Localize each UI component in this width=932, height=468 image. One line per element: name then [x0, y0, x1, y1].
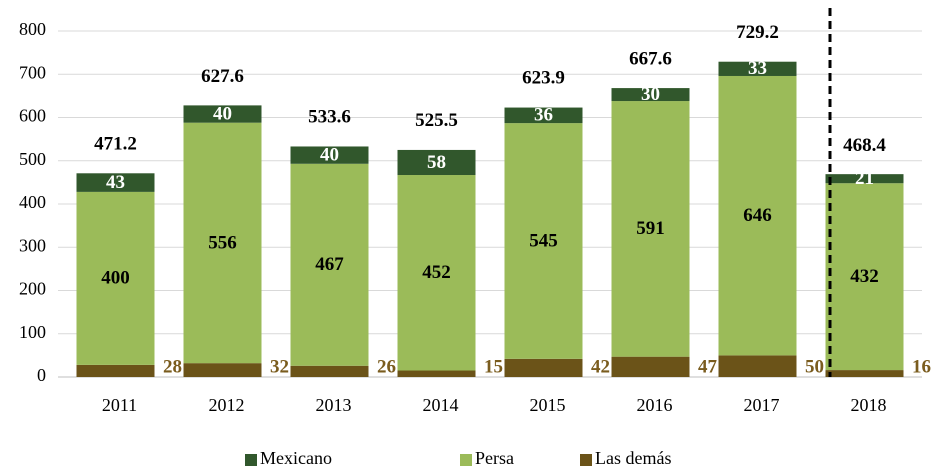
data-label: 26	[377, 356, 396, 377]
x-tick-label: 2013	[316, 395, 352, 415]
total-label: 667.6	[629, 49, 672, 70]
y-tick-label: 300	[19, 235, 46, 255]
x-tick-label: 2014	[423, 395, 459, 415]
x-tick-label: 2012	[209, 395, 245, 415]
data-label: 50	[805, 356, 824, 377]
data-label: 545	[529, 230, 558, 251]
bar-segment	[504, 107, 583, 124]
bar-segment	[611, 101, 690, 357]
x-tick-label: 2011	[102, 395, 137, 415]
y-tick-label: 800	[19, 19, 46, 39]
legend-swatch	[460, 454, 472, 466]
x-tick-label: 2016	[637, 395, 673, 415]
data-label: 16	[912, 356, 931, 377]
bar-segment	[718, 355, 797, 377]
data-label: 400	[101, 268, 130, 289]
bar-segment	[290, 365, 369, 377]
data-label: 36	[534, 105, 553, 126]
bar-segment	[183, 363, 262, 377]
bar-segment	[611, 356, 690, 377]
data-label: 30	[641, 84, 660, 105]
data-label: 556	[208, 232, 237, 253]
legend-swatch	[245, 454, 257, 466]
y-tick-label: 500	[19, 149, 46, 169]
bar-segment	[183, 122, 262, 364]
bar-segment	[718, 61, 797, 76]
legend-label: Las demás	[595, 448, 671, 468]
bar-segment	[76, 364, 155, 377]
data-label: 28	[163, 356, 182, 377]
data-label: 40	[320, 144, 339, 165]
data-label: 47	[698, 356, 718, 377]
total-label: 471.2	[94, 134, 137, 155]
bar-segment	[504, 123, 583, 359]
total-label: 468.4	[843, 135, 886, 156]
y-tick-label: 200	[19, 279, 46, 299]
y-tick-label: 0	[37, 365, 46, 385]
bar-segment	[504, 358, 583, 377]
bar-segment	[825, 174, 904, 184]
bar-segment	[76, 191, 155, 365]
data-label: 452	[422, 262, 451, 283]
bar-segment	[718, 75, 797, 356]
bar-segment	[76, 173, 155, 192]
total-label: 627.6	[201, 66, 244, 87]
data-label: 58	[427, 152, 446, 173]
x-tick-label: 2017	[744, 395, 780, 415]
data-label: 33	[748, 58, 767, 79]
legend-label: Mexicano	[260, 448, 332, 468]
data-label: 15	[484, 356, 503, 377]
bar-segment	[825, 183, 904, 371]
data-label: 32	[270, 356, 289, 377]
data-label: 42	[591, 356, 610, 377]
total-label: 525.5	[415, 110, 458, 131]
data-label: 646	[743, 205, 772, 226]
data-label: 467	[315, 254, 344, 275]
data-label: 40	[213, 103, 232, 124]
legend-label: Persa	[475, 448, 514, 468]
bar-segment	[397, 370, 476, 377]
x-tick-label: 2015	[530, 395, 566, 415]
bar-segment	[825, 370, 904, 377]
y-tick-label: 600	[19, 106, 46, 126]
total-label: 623.9	[522, 68, 565, 89]
bar-segment	[290, 163, 369, 366]
data-label: 43	[106, 172, 125, 193]
data-label: 591	[636, 218, 665, 239]
total-label: 533.6	[308, 107, 351, 128]
y-tick-label: 400	[19, 192, 46, 212]
legend-swatch	[580, 454, 592, 466]
bar-segment	[397, 175, 476, 371]
bar-segment	[183, 105, 262, 123]
data-label: 21	[855, 168, 874, 189]
x-tick-label: 2018	[851, 395, 887, 415]
y-tick-label: 100	[19, 322, 46, 342]
y-tick-label: 700	[19, 62, 46, 82]
bar-segment	[611, 88, 690, 102]
bar-segment	[290, 146, 369, 164]
total-label: 729.2	[736, 22, 779, 43]
bar-segment	[397, 149, 476, 176]
data-label: 432	[850, 266, 879, 287]
